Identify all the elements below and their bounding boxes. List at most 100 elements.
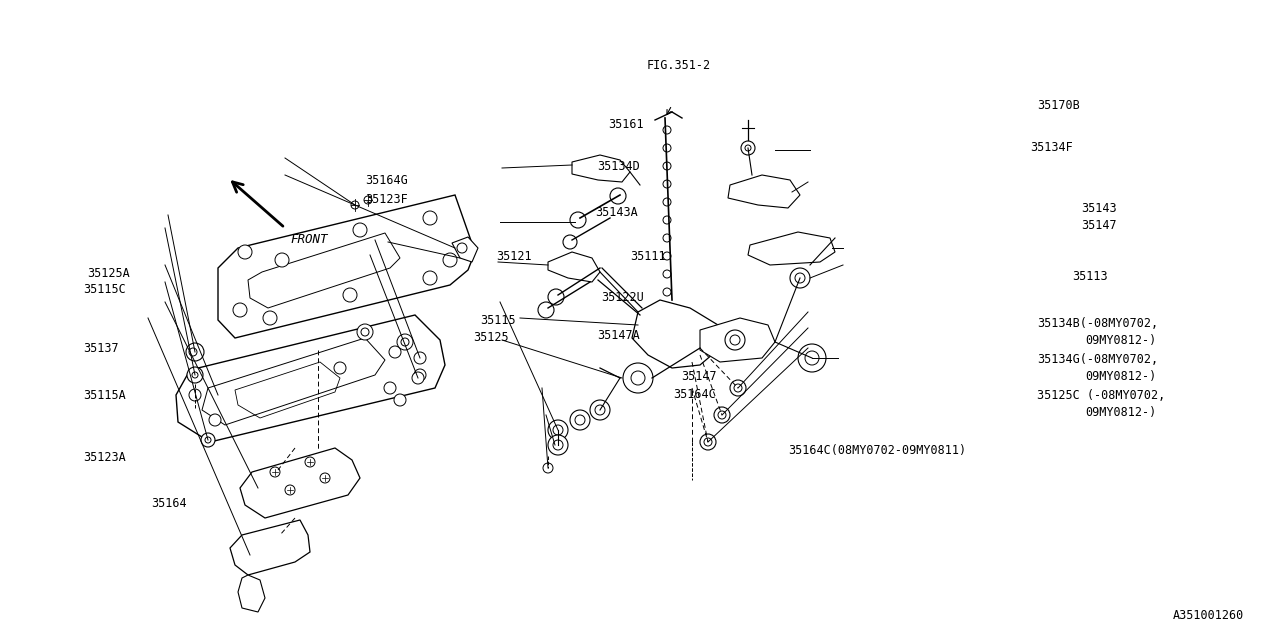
Polygon shape bbox=[177, 315, 445, 442]
Circle shape bbox=[663, 126, 671, 134]
Text: FRONT: FRONT bbox=[291, 233, 328, 246]
Polygon shape bbox=[230, 520, 310, 575]
Circle shape bbox=[270, 467, 280, 477]
Circle shape bbox=[457, 243, 467, 253]
Circle shape bbox=[590, 400, 611, 420]
Circle shape bbox=[413, 369, 426, 381]
Circle shape bbox=[422, 211, 436, 225]
Circle shape bbox=[422, 271, 436, 285]
Circle shape bbox=[275, 253, 289, 267]
Circle shape bbox=[611, 188, 626, 204]
Polygon shape bbox=[241, 448, 360, 518]
Circle shape bbox=[205, 437, 211, 443]
Circle shape bbox=[384, 382, 396, 394]
Circle shape bbox=[724, 330, 745, 350]
Circle shape bbox=[305, 457, 315, 467]
Circle shape bbox=[412, 372, 424, 384]
Circle shape bbox=[663, 270, 671, 278]
Circle shape bbox=[745, 145, 751, 151]
Text: 35143A: 35143A bbox=[595, 206, 637, 219]
Circle shape bbox=[663, 288, 671, 296]
Circle shape bbox=[443, 253, 457, 267]
Circle shape bbox=[209, 414, 221, 426]
Circle shape bbox=[570, 212, 586, 228]
Circle shape bbox=[543, 463, 553, 473]
Circle shape bbox=[623, 363, 653, 393]
Circle shape bbox=[538, 302, 554, 318]
Circle shape bbox=[401, 338, 410, 346]
Circle shape bbox=[189, 389, 201, 401]
Text: 35164C(08MY0702-09MY0811): 35164C(08MY0702-09MY0811) bbox=[787, 444, 966, 457]
Circle shape bbox=[364, 196, 372, 204]
Polygon shape bbox=[548, 252, 600, 282]
Text: 35147: 35147 bbox=[1082, 220, 1117, 232]
Text: 35123A: 35123A bbox=[83, 451, 125, 464]
Text: 35147: 35147 bbox=[681, 370, 717, 383]
Circle shape bbox=[548, 289, 564, 305]
Text: 35122U: 35122U bbox=[602, 291, 644, 304]
Circle shape bbox=[548, 420, 568, 440]
Text: 35164C: 35164C bbox=[673, 388, 717, 401]
Circle shape bbox=[805, 351, 819, 365]
Text: 09MY0812-): 09MY0812-) bbox=[1085, 334, 1157, 347]
Circle shape bbox=[700, 434, 716, 450]
Circle shape bbox=[631, 371, 645, 385]
Text: 35143: 35143 bbox=[1082, 202, 1117, 214]
Text: A351001260: A351001260 bbox=[1172, 609, 1244, 622]
Circle shape bbox=[334, 362, 346, 374]
Text: 09MY0812-): 09MY0812-) bbox=[1085, 406, 1157, 419]
Circle shape bbox=[389, 346, 401, 358]
Polygon shape bbox=[238, 575, 265, 612]
Text: 35115: 35115 bbox=[480, 314, 516, 326]
Circle shape bbox=[397, 334, 413, 350]
Circle shape bbox=[714, 407, 730, 423]
Circle shape bbox=[357, 324, 372, 340]
Text: 35170B: 35170B bbox=[1037, 99, 1079, 112]
Polygon shape bbox=[748, 232, 835, 265]
Polygon shape bbox=[218, 195, 475, 338]
Circle shape bbox=[351, 201, 358, 209]
Text: 35115C: 35115C bbox=[83, 283, 125, 296]
Circle shape bbox=[797, 344, 826, 372]
Circle shape bbox=[238, 245, 252, 259]
Text: 35164G: 35164G bbox=[365, 174, 407, 187]
Circle shape bbox=[733, 384, 742, 392]
Circle shape bbox=[663, 216, 671, 224]
Circle shape bbox=[233, 303, 247, 317]
Circle shape bbox=[663, 252, 671, 260]
Text: 35134G(-08MY0702,: 35134G(-08MY0702, bbox=[1037, 353, 1158, 366]
Circle shape bbox=[320, 473, 330, 483]
Text: 35111: 35111 bbox=[630, 250, 666, 262]
Circle shape bbox=[795, 273, 805, 283]
Circle shape bbox=[413, 352, 426, 364]
Circle shape bbox=[563, 235, 577, 249]
Circle shape bbox=[663, 180, 671, 188]
Polygon shape bbox=[452, 237, 477, 262]
Text: 35113: 35113 bbox=[1073, 270, 1108, 283]
Circle shape bbox=[575, 415, 585, 425]
Circle shape bbox=[704, 438, 712, 446]
Circle shape bbox=[187, 367, 204, 383]
Circle shape bbox=[201, 433, 215, 447]
Text: 35147A: 35147A bbox=[598, 329, 640, 342]
Text: 35115A: 35115A bbox=[83, 389, 125, 402]
Circle shape bbox=[730, 335, 740, 345]
Circle shape bbox=[730, 380, 746, 396]
Text: 35125: 35125 bbox=[474, 332, 509, 344]
Text: 35125C (-08MY0702,: 35125C (-08MY0702, bbox=[1037, 389, 1165, 402]
Text: FIG.351-2: FIG.351-2 bbox=[646, 59, 710, 72]
Circle shape bbox=[343, 288, 357, 302]
Circle shape bbox=[718, 411, 726, 419]
Polygon shape bbox=[700, 318, 774, 362]
Polygon shape bbox=[728, 175, 800, 208]
Circle shape bbox=[595, 405, 605, 415]
Circle shape bbox=[285, 485, 294, 495]
Polygon shape bbox=[632, 300, 719, 368]
Circle shape bbox=[663, 144, 671, 152]
Circle shape bbox=[570, 410, 590, 430]
Circle shape bbox=[663, 234, 671, 242]
Circle shape bbox=[553, 425, 563, 435]
Text: 35121: 35121 bbox=[497, 250, 532, 262]
Text: 35134D: 35134D bbox=[598, 160, 640, 173]
Circle shape bbox=[186, 343, 204, 361]
